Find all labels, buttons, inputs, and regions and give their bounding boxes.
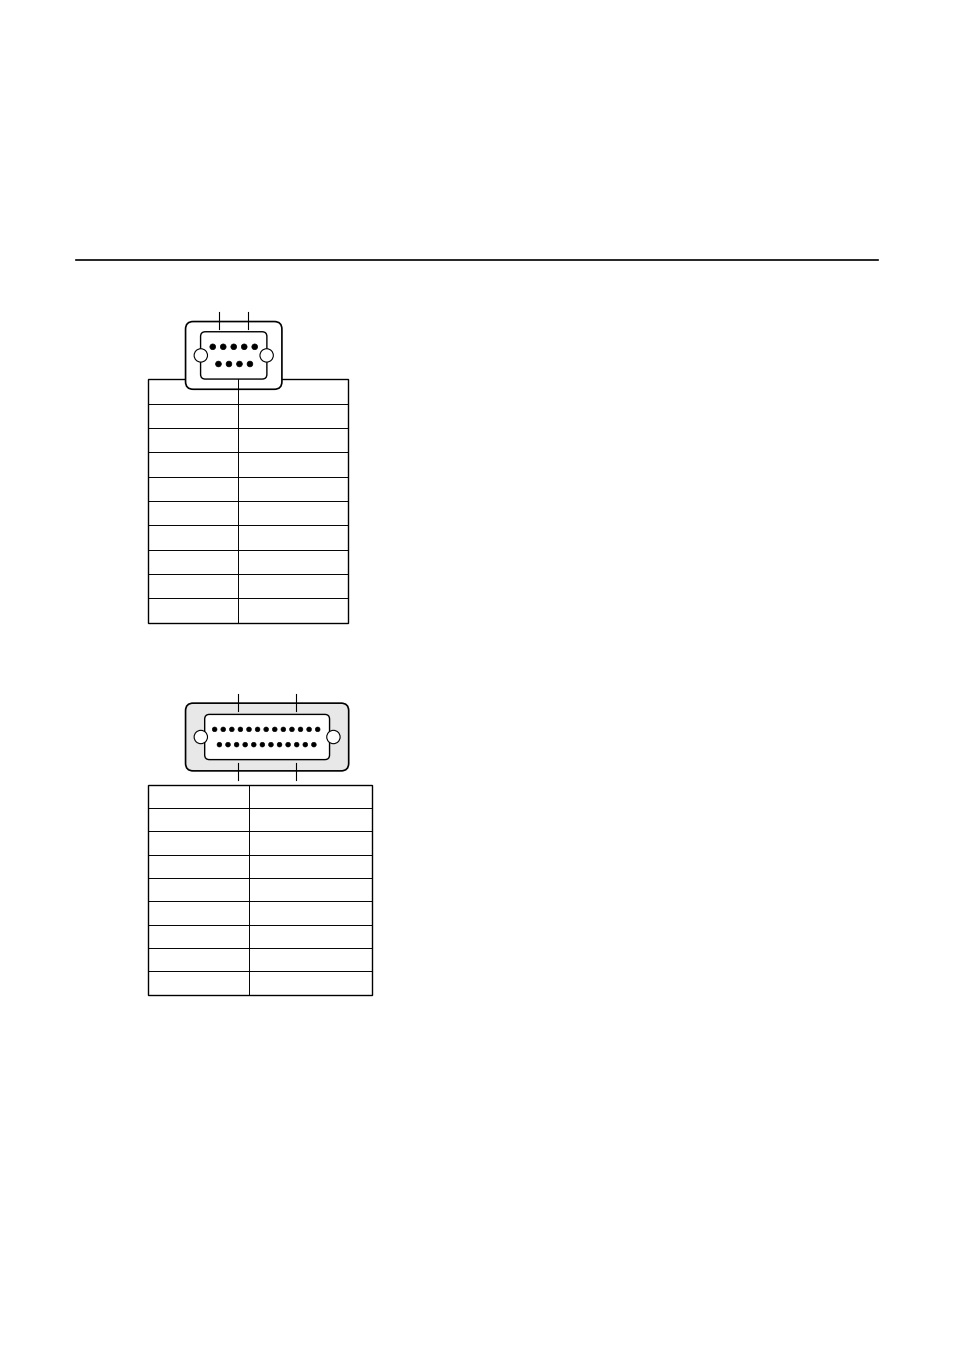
Circle shape (294, 743, 299, 747)
Circle shape (234, 743, 238, 747)
Circle shape (286, 743, 290, 747)
Circle shape (217, 743, 221, 747)
Circle shape (263, 728, 269, 732)
Circle shape (314, 728, 319, 732)
Circle shape (311, 743, 316, 747)
Circle shape (303, 743, 308, 747)
Circle shape (226, 362, 232, 367)
Circle shape (241, 344, 247, 350)
Circle shape (242, 743, 247, 747)
Circle shape (297, 728, 303, 732)
Circle shape (276, 743, 282, 747)
Circle shape (226, 743, 231, 747)
Circle shape (231, 344, 236, 350)
Circle shape (230, 728, 234, 732)
Circle shape (238, 728, 242, 732)
Bar (148, 379, 348, 622)
FancyBboxPatch shape (205, 714, 329, 760)
Circle shape (236, 362, 242, 367)
Circle shape (268, 743, 273, 747)
FancyBboxPatch shape (200, 332, 267, 379)
Circle shape (290, 728, 294, 732)
Circle shape (259, 348, 273, 362)
Circle shape (220, 344, 226, 350)
Circle shape (246, 728, 251, 732)
Circle shape (210, 344, 215, 350)
Circle shape (306, 728, 311, 732)
Circle shape (273, 728, 277, 732)
Circle shape (259, 743, 264, 747)
Circle shape (194, 730, 208, 744)
Circle shape (326, 730, 340, 744)
Circle shape (280, 728, 286, 732)
Circle shape (247, 362, 253, 367)
Circle shape (252, 743, 255, 747)
Circle shape (252, 344, 257, 350)
Bar (148, 784, 372, 995)
FancyBboxPatch shape (185, 703, 349, 771)
Circle shape (254, 728, 259, 732)
Circle shape (221, 728, 226, 732)
FancyBboxPatch shape (185, 321, 281, 389)
Circle shape (215, 362, 221, 367)
Circle shape (212, 728, 217, 732)
Circle shape (194, 348, 208, 362)
